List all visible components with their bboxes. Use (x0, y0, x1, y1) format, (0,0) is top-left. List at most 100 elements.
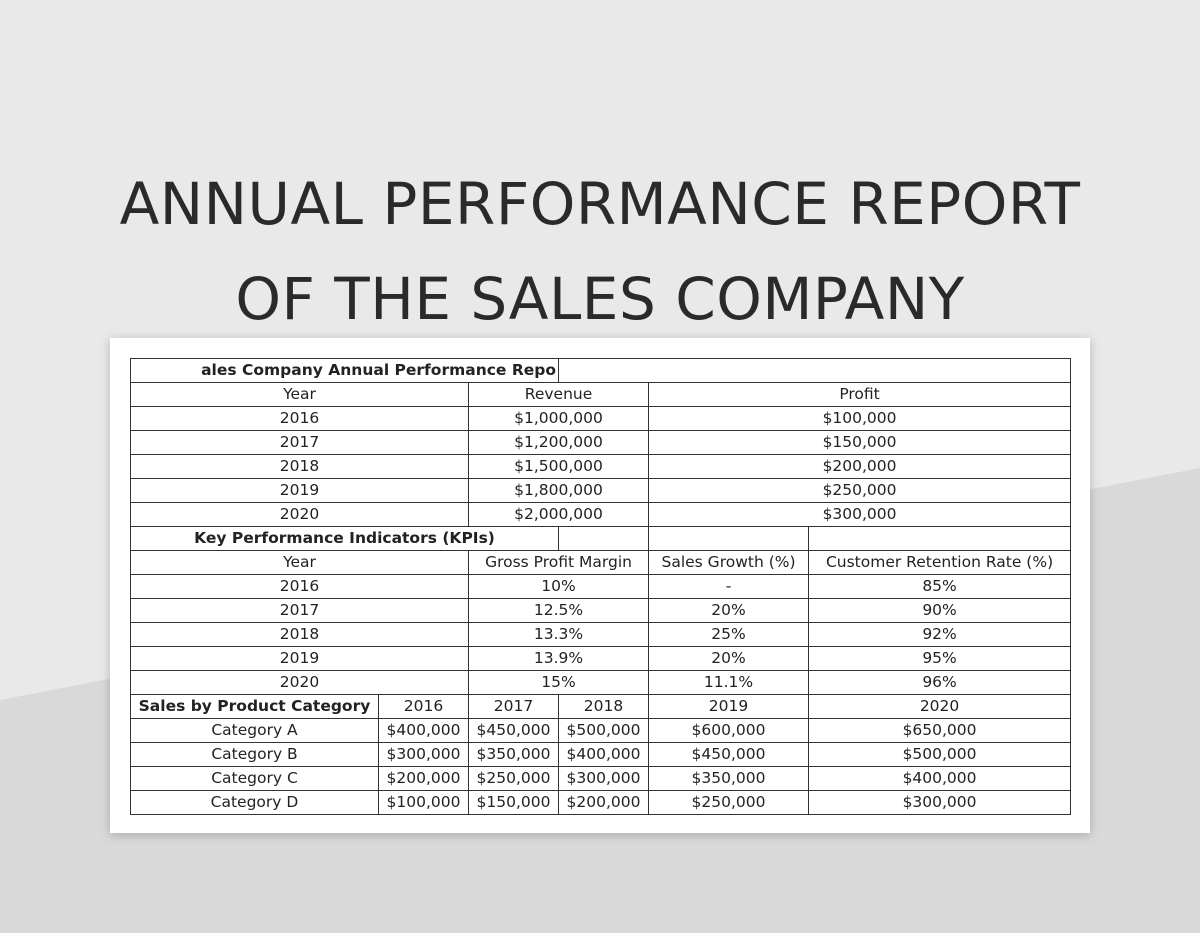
header-cell-2020[interactable]: 2020 (808, 694, 1072, 719)
cell-revenue[interactable]: $1,500,000 (467, 454, 650, 479)
cell-customer-retention[interactable]: 85% (808, 574, 1072, 599)
category-header-row: Sales by Product Category 2016 2017 2018… (130, 694, 1072, 719)
cell-2020[interactable]: $650,000 (808, 718, 1072, 743)
cell-2020[interactable]: $400,000 (808, 766, 1072, 791)
cell-profit[interactable]: $100,000 (648, 406, 1072, 431)
header-cell-2019[interactable]: 2019 (648, 694, 810, 719)
page-title-line-1: ANNUAL PERFORMANCE REPORT (119, 169, 1081, 238)
header-cell-gross-profit-margin[interactable]: Gross Profit Margin (467, 550, 650, 575)
header-cell-revenue[interactable]: Revenue (467, 382, 650, 407)
kpi-title-cell[interactable]: Key Performance Indicators (KPIs) (129, 526, 560, 551)
header-cell-2016[interactable]: 2016 (378, 694, 469, 719)
cell-customer-retention[interactable]: 90% (808, 598, 1072, 623)
category-row: Category A $400,000 $450,000 $500,000 $6… (130, 718, 1072, 743)
cell-year[interactable]: 2018 (130, 454, 469, 479)
cell-2016[interactable]: $100,000 (378, 790, 469, 815)
cell-year[interactable]: 2020 (130, 502, 469, 527)
cell-year[interactable]: 2019 (130, 478, 469, 503)
cell-category[interactable]: Category C (130, 766, 379, 791)
cell-sales-growth[interactable]: 20% (648, 646, 810, 671)
cell-2017[interactable]: $150,000 (467, 790, 560, 815)
cell-sales-growth[interactable]: 25% (648, 622, 810, 647)
cell-2016[interactable]: $200,000 (378, 766, 469, 791)
category-row: Category D $100,000 $150,000 $200,000 $2… (130, 790, 1072, 815)
page-title: ANNUAL PERFORMANCE REPORT OF THE SALES C… (0, 157, 1200, 347)
cell-gross-profit-margin[interactable]: 15% (467, 670, 650, 695)
cell-gross-profit-margin[interactable]: 10% (467, 574, 650, 599)
cell-profit[interactable]: $250,000 (648, 478, 1072, 503)
section-title-row: ales Company Annual Performance Repo (129, 358, 1072, 383)
annual-row: 2017 $1,200,000 $150,000 (130, 430, 1072, 455)
cell-revenue[interactable]: $1,200,000 (467, 430, 650, 455)
cell-sales-growth[interactable]: - (648, 574, 810, 599)
cell-revenue[interactable]: $2,000,000 (467, 502, 650, 527)
empty-cell[interactable] (808, 526, 1072, 551)
section-title-cell[interactable]: ales Company Annual Performance Repo (129, 358, 560, 383)
cell-2019[interactable]: $600,000 (648, 718, 810, 743)
cell-year[interactable]: 2018 (130, 622, 469, 647)
header-cell-profit[interactable]: Profit (648, 382, 1072, 407)
category-row: Category C $200,000 $250,000 $300,000 $3… (130, 766, 1072, 791)
annual-row: 2020 $2,000,000 $300,000 (130, 502, 1072, 527)
cell-2016[interactable]: $400,000 (378, 718, 469, 743)
header-cell-customer-retention[interactable]: Customer Retention Rate (%) (808, 550, 1072, 575)
cell-profit[interactable]: $150,000 (648, 430, 1072, 455)
cell-gross-profit-margin[interactable]: 12.5% (467, 598, 650, 623)
cell-category[interactable]: Category B (130, 742, 379, 767)
spreadsheet-preview: ales Company Annual Performance Repo Yea… (110, 338, 1090, 833)
cell-year[interactable]: 2019 (130, 646, 469, 671)
cell-2017[interactable]: $350,000 (467, 742, 560, 767)
cell-year[interactable]: 2017 (130, 598, 469, 623)
cell-customer-retention[interactable]: 96% (808, 670, 1072, 695)
page-title-line-2: OF THE SALES COMPANY (235, 264, 965, 333)
kpi-header-row: Year Gross Profit Margin Sales Growth (%… (130, 550, 1072, 575)
cell-revenue[interactable]: $1,000,000 (467, 406, 650, 431)
cell-2020[interactable]: $300,000 (808, 790, 1072, 815)
cell-2017[interactable]: $250,000 (467, 766, 560, 791)
cell-2018[interactable]: $500,000 (558, 718, 650, 743)
header-cell-year[interactable]: Year (130, 550, 469, 575)
kpi-row: 2016 10% - 85% (130, 574, 1072, 599)
cell-gross-profit-margin[interactable]: 13.9% (467, 646, 650, 671)
header-cell-year[interactable]: Year (130, 382, 469, 407)
category-title-cell[interactable]: Sales by Product Category (130, 694, 379, 719)
cell-customer-retention[interactable]: 92% (808, 622, 1072, 647)
cell-2020[interactable]: $500,000 (808, 742, 1072, 767)
header-cell-2018[interactable]: 2018 (558, 694, 650, 719)
header-cell-sales-growth[interactable]: Sales Growth (%) (648, 550, 810, 575)
cell-year[interactable]: 2016 (130, 406, 469, 431)
cell-sales-growth[interactable]: 20% (648, 598, 810, 623)
cell-year[interactable]: 2016 (130, 574, 469, 599)
kpi-title-row: Key Performance Indicators (KPIs) (129, 526, 1072, 551)
empty-cell[interactable] (648, 526, 810, 551)
cell-sales-growth[interactable]: 11.1% (648, 670, 810, 695)
kpi-row: 2020 15% 11.1% 96% (130, 670, 1072, 695)
cell-2018[interactable]: $200,000 (558, 790, 650, 815)
section-title-text: ales Company Annual Performance Repo (201, 361, 557, 379)
cell-2019[interactable]: $450,000 (648, 742, 810, 767)
cell-2018[interactable]: $300,000 (558, 766, 650, 791)
performance-table: ales Company Annual Performance Repo Yea… (129, 358, 1072, 815)
cell-2016[interactable]: $300,000 (378, 742, 469, 767)
cell-category[interactable]: Category A (130, 718, 379, 743)
cell-profit[interactable]: $300,000 (648, 502, 1072, 527)
cell-revenue[interactable]: $1,800,000 (467, 478, 650, 503)
annual-row: 2019 $1,800,000 $250,000 (130, 478, 1072, 503)
kpi-row: 2019 13.9% 20% 95% (130, 646, 1072, 671)
header-cell-2017[interactable]: 2017 (467, 694, 560, 719)
cell-2018[interactable]: $400,000 (558, 742, 650, 767)
empty-cell[interactable] (558, 358, 1072, 383)
cell-year[interactable]: 2020 (130, 670, 469, 695)
cell-2019[interactable]: $350,000 (648, 766, 810, 791)
cell-2017[interactable]: $450,000 (467, 718, 560, 743)
kpi-row: 2018 13.3% 25% 92% (130, 622, 1072, 647)
empty-cell[interactable] (558, 526, 650, 551)
cell-customer-retention[interactable]: 95% (808, 646, 1072, 671)
annual-header-row: Year Revenue Profit (130, 382, 1072, 407)
cell-gross-profit-margin[interactable]: 13.3% (467, 622, 650, 647)
cell-year[interactable]: 2017 (130, 430, 469, 455)
cell-2019[interactable]: $250,000 (648, 790, 810, 815)
cell-profit[interactable]: $200,000 (648, 454, 1072, 479)
cell-category[interactable]: Category D (130, 790, 379, 815)
category-row: Category B $300,000 $350,000 $400,000 $4… (130, 742, 1072, 767)
